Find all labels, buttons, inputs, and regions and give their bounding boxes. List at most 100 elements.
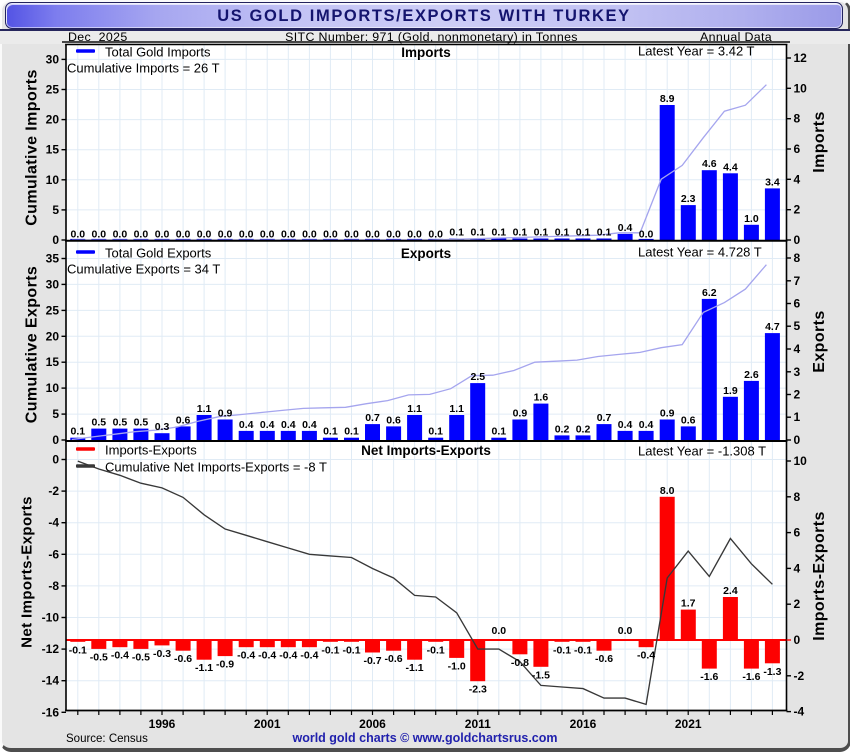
svg-text:-1.0: -1.0	[448, 660, 466, 672]
svg-text:0.1: 0.1	[534, 227, 549, 239]
svg-text:-0.1: -0.1	[427, 644, 445, 656]
svg-text:0: 0	[794, 433, 801, 447]
svg-text:0.1: 0.1	[70, 426, 85, 438]
svg-text:-0.1: -0.1	[574, 644, 592, 656]
svg-text:4: 4	[794, 342, 801, 356]
svg-text:0.0: 0.0	[302, 229, 317, 241]
svg-text:0.2: 0.2	[555, 423, 570, 435]
svg-text:8: 8	[794, 251, 801, 265]
svg-text:0.9: 0.9	[660, 408, 675, 420]
svg-text:0: 0	[52, 233, 59, 247]
svg-text:35: 35	[46, 252, 60, 266]
svg-text:0.1: 0.1	[344, 426, 359, 438]
svg-text:0.1: 0.1	[470, 227, 485, 239]
svg-text:-0.3: -0.3	[153, 648, 171, 660]
svg-text:25: 25	[46, 83, 60, 97]
svg-text:Latest Year = 4.728 T: Latest Year = 4.728 T	[638, 245, 762, 260]
svg-text:30: 30	[46, 277, 60, 291]
svg-text:0: 0	[52, 433, 59, 447]
svg-text:-0.5: -0.5	[90, 652, 108, 664]
svg-text:-1.3: -1.3	[763, 666, 781, 678]
svg-text:4: 4	[794, 172, 801, 186]
svg-text:Cumulative Net Imports-Exports: Cumulative Net Imports-Exports = -8 T	[105, 460, 327, 475]
svg-text:-0.1: -0.1	[342, 644, 360, 656]
svg-text:30: 30	[46, 52, 60, 66]
svg-text:1.0: 1.0	[744, 213, 759, 225]
svg-text:0.1: 0.1	[323, 426, 338, 438]
svg-text:0.0: 0.0	[218, 229, 233, 241]
svg-text:15: 15	[46, 355, 60, 369]
svg-text:1.1: 1.1	[197, 403, 212, 415]
svg-text:0.4: 0.4	[260, 419, 275, 431]
svg-text:Cumulative Imports: Cumulative Imports	[24, 69, 41, 226]
svg-text:-0.1: -0.1	[321, 644, 339, 656]
svg-text:-0.5: -0.5	[132, 652, 150, 664]
svg-text:Imports-Exports: Imports-Exports	[105, 443, 197, 458]
svg-text:-8: -8	[48, 579, 59, 593]
svg-text:5: 5	[52, 407, 59, 421]
svg-text:0: 0	[794, 633, 801, 647]
svg-text:0.0: 0.0	[260, 229, 275, 241]
svg-text:0.1: 0.1	[597, 227, 612, 239]
svg-text:10: 10	[46, 381, 60, 395]
svg-text:8.0: 8.0	[660, 485, 675, 497]
svg-text:1996: 1996	[149, 717, 176, 731]
svg-text:0.1: 0.1	[428, 426, 443, 438]
svg-text:8: 8	[794, 490, 801, 504]
svg-text:12: 12	[794, 51, 808, 65]
svg-text:Net Imports-Exports: Net Imports-Exports	[19, 496, 36, 648]
svg-text:2001: 2001	[254, 717, 281, 731]
svg-text:-0.7: -0.7	[363, 655, 381, 667]
svg-text:-0.4: -0.4	[111, 650, 129, 662]
svg-text:0.0: 0.0	[618, 625, 633, 637]
svg-text:0.0: 0.0	[134, 229, 149, 241]
svg-text:-2: -2	[48, 484, 59, 498]
svg-text:-0.6: -0.6	[385, 653, 403, 665]
svg-text:Total Gold Exports: Total Gold Exports	[105, 246, 212, 261]
svg-text:0.0: 0.0	[91, 229, 106, 241]
svg-text:0.9: 0.9	[218, 408, 233, 420]
svg-text:0.0: 0.0	[70, 229, 85, 241]
svg-text:Total Gold Imports: Total Gold Imports	[105, 45, 211, 60]
svg-text:8: 8	[794, 112, 801, 126]
svg-text:-0.4: -0.4	[258, 650, 276, 662]
svg-text:6: 6	[794, 142, 801, 156]
svg-text:0.4: 0.4	[618, 419, 633, 431]
svg-text:Net Imports-Exports: Net Imports-Exports	[361, 443, 491, 458]
svg-text:25: 25	[46, 303, 60, 317]
svg-text:2.4: 2.4	[723, 585, 738, 597]
svg-text:Imports: Imports	[811, 111, 828, 172]
svg-text:Imports-Exports: Imports-Exports	[811, 511, 828, 641]
svg-text:0.4: 0.4	[281, 419, 296, 431]
svg-text:0.0: 0.0	[323, 229, 338, 241]
svg-text:-1.6: -1.6	[742, 671, 760, 683]
svg-text:0.1: 0.1	[449, 227, 464, 239]
svg-text:2: 2	[794, 203, 801, 217]
svg-text:-2: -2	[794, 669, 805, 683]
svg-text:0: 0	[794, 233, 801, 247]
svg-text:-0.4: -0.4	[300, 650, 318, 662]
svg-text:0.0: 0.0	[639, 229, 654, 241]
svg-text:0.1: 0.1	[491, 227, 506, 239]
svg-text:0.1: 0.1	[491, 426, 506, 438]
svg-text:0.3: 0.3	[155, 421, 170, 433]
svg-text:5: 5	[52, 203, 59, 217]
svg-text:1.6: 1.6	[534, 392, 549, 404]
svg-text:6: 6	[794, 297, 801, 311]
svg-text:0.5: 0.5	[91, 417, 106, 429]
svg-text:-1.1: -1.1	[406, 662, 424, 674]
svg-text:0.0: 0.0	[407, 229, 422, 241]
svg-text:-10: -10	[42, 611, 60, 625]
svg-text:6.2: 6.2	[702, 287, 717, 299]
svg-text:0.1: 0.1	[513, 227, 528, 239]
svg-text:2: 2	[794, 388, 801, 402]
svg-text:0.4: 0.4	[618, 222, 633, 234]
svg-text:10: 10	[794, 454, 808, 468]
svg-text:1.1: 1.1	[449, 403, 464, 415]
svg-text:-0.4: -0.4	[279, 650, 297, 662]
svg-text:-0.4: -0.4	[237, 650, 255, 662]
svg-text:4.4: 4.4	[723, 161, 738, 173]
svg-text:-1.1: -1.1	[195, 662, 213, 674]
svg-text:4.7: 4.7	[765, 321, 780, 333]
svg-text:1.1: 1.1	[407, 403, 422, 415]
